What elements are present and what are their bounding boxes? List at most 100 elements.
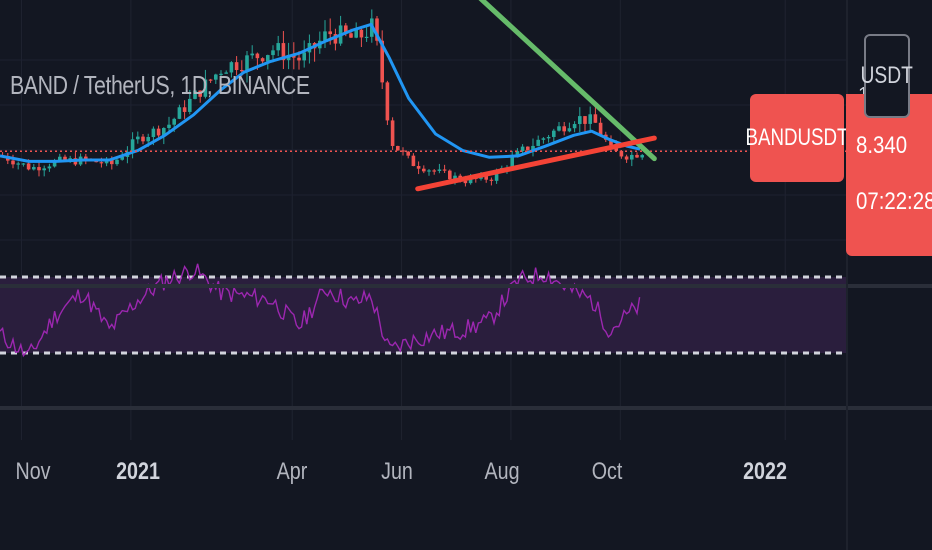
rsi-band-fill	[0, 277, 846, 353]
candle-body	[531, 145, 535, 151]
candle-body	[442, 169, 447, 171]
candle-body	[396, 145, 400, 151]
candle-body	[562, 126, 566, 132]
candle-body	[11, 160, 15, 165]
bar-countdown: 07:22:28	[856, 188, 932, 215]
candle-body	[593, 114, 598, 123]
candle-body	[557, 126, 561, 131]
candle-body	[349, 33, 353, 38]
x-tick-label: Apr	[276, 458, 308, 485]
candle-body	[47, 166, 52, 169]
last-price: 8.340	[856, 132, 908, 159]
candle-body	[468, 177, 473, 184]
candle-body	[240, 70, 244, 72]
candle-body	[162, 128, 166, 136]
candle-body	[380, 40, 384, 83]
candle-body	[364, 36, 369, 39]
candle-body	[390, 120, 395, 146]
candle-body	[156, 128, 161, 136]
candle-body	[494, 171, 499, 181]
x-tick-label: 2022	[743, 458, 787, 485]
candle-body	[245, 55, 249, 71]
candle-body	[484, 175, 488, 180]
candle-body	[453, 175, 457, 180]
candle-body	[411, 155, 416, 167]
candle-body	[84, 156, 88, 160]
candle-body	[16, 163, 20, 165]
candle-body	[177, 107, 182, 119]
candle-body	[463, 180, 468, 184]
pane-separator[interactable]	[0, 406, 932, 410]
candle-body	[110, 159, 114, 165]
candle-body	[42, 168, 46, 171]
candle-body	[598, 122, 603, 135]
pane-separator[interactable]	[0, 284, 932, 288]
candle-body	[167, 124, 171, 129]
x-tick-label: Nov	[15, 458, 51, 485]
candle-body	[120, 156, 124, 160]
currency-label: USDT	[860, 62, 914, 89]
candle-body	[32, 167, 36, 170]
candle-body	[26, 163, 31, 170]
candle-body	[271, 50, 275, 56]
candle-body	[526, 146, 530, 151]
candle-body	[427, 170, 431, 172]
x-tick-label: Aug	[484, 458, 520, 485]
last-price-tag: 8.340 07:22:28	[846, 94, 932, 256]
price-scale-border	[846, 0, 848, 550]
candle-body	[281, 43, 286, 61]
price-pane	[0, 0, 846, 192]
candle-body	[99, 162, 104, 164]
candle-body	[250, 53, 254, 56]
candle-body	[234, 62, 239, 71]
candle-body	[489, 179, 494, 181]
rsi-pane	[0, 263, 846, 358]
grid	[0, 0, 846, 440]
candle-body	[203, 79, 208, 97]
candle-body	[130, 139, 135, 152]
support-trendline	[415, 135, 657, 192]
candle-body	[583, 116, 587, 124]
candle-body	[375, 18, 379, 41]
candle-body	[146, 137, 150, 142]
candle-body	[609, 139, 613, 146]
resistance-trendline	[478, 0, 657, 162]
x-tick-label: Oct	[591, 458, 623, 485]
candle-body	[151, 128, 156, 138]
currency-button[interactable]: USDT	[860, 34, 914, 118]
candle-body	[630, 154, 634, 160]
candle-body	[21, 163, 26, 165]
candle-body	[255, 53, 260, 59]
candle-body	[624, 156, 629, 160]
moving-average-line	[0, 22, 641, 163]
candle-body	[437, 169, 442, 171]
candle-body	[515, 151, 520, 158]
candle-body	[401, 150, 405, 152]
candle-body	[63, 156, 67, 161]
candle-body	[520, 146, 525, 152]
candle-body	[572, 124, 577, 129]
ticker-tag: BANDUSDT	[746, 94, 848, 182]
candle-body	[302, 52, 306, 61]
candle-body	[219, 73, 223, 75]
candle-body	[208, 79, 213, 81]
candle-body	[578, 116, 582, 125]
candle-body	[115, 159, 119, 165]
candle-body	[344, 25, 348, 34]
candle-body	[266, 55, 270, 62]
candle-body	[52, 160, 57, 167]
candle-body	[406, 151, 410, 156]
candle-body	[546, 136, 551, 139]
candle-body	[385, 82, 390, 121]
candle-body	[640, 155, 644, 158]
candle-body	[354, 29, 358, 38]
candle-body	[588, 114, 592, 124]
candle-body	[229, 62, 234, 73]
candle-body	[448, 170, 452, 180]
candle-body	[422, 168, 426, 172]
candle-body	[260, 58, 265, 62]
candle-body	[193, 90, 197, 99]
candle-body	[567, 128, 572, 132]
x-tick-label: 2021	[116, 458, 160, 485]
